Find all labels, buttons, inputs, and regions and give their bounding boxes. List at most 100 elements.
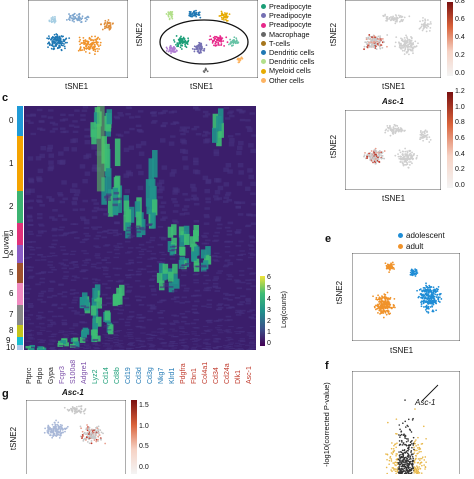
heatmap-cell	[162, 165, 168, 169]
legend-label: Preadipocyte	[269, 2, 312, 11]
cell-point	[426, 31, 428, 33]
heatmap-cell	[151, 332, 157, 333]
heatmap-cell	[217, 325, 223, 326]
cell-point	[422, 17, 424, 19]
heatmap-cell	[218, 307, 224, 309]
heatmap-cell	[140, 327, 146, 328]
gene-label: Klrd1	[169, 368, 176, 384]
heatmap-cell	[238, 304, 244, 306]
cell-point	[169, 18, 171, 20]
cell-point	[48, 35, 50, 37]
heatmap-cell	[82, 260, 88, 261]
heatmap-cell	[246, 288, 252, 290]
heatmap-cell	[172, 219, 178, 222]
gene-point	[401, 462, 403, 464]
gene-point	[403, 468, 405, 470]
colorbar	[447, 92, 453, 188]
cell-point	[51, 429, 53, 431]
heatmap-cell	[82, 239, 88, 241]
cell-point	[51, 40, 53, 42]
legend-item: adult	[398, 241, 445, 252]
heatmap-cell	[225, 241, 231, 243]
gene-point	[392, 467, 394, 469]
gene-point	[411, 450, 413, 452]
heatmap-cell	[158, 226, 164, 228]
axis-y-label: tSNE2	[9, 427, 18, 450]
heatmap-cell	[71, 302, 77, 304]
cell-point	[395, 14, 397, 16]
heatmap-cell	[235, 206, 241, 209]
cell-point	[420, 288, 422, 290]
heatmap-cell	[204, 214, 210, 217]
heatmap-cell	[73, 223, 79, 225]
heatmap-cell	[239, 270, 245, 272]
gene-point	[411, 443, 413, 445]
legend-swatch	[261, 69, 266, 74]
heatmap-cell	[94, 255, 100, 256]
cell-point	[217, 44, 219, 46]
heatmap-cell	[207, 322, 213, 324]
cell-point	[179, 42, 181, 44]
heatmap-cell	[63, 130, 69, 132]
cell-point	[414, 46, 416, 48]
cell-point	[425, 282, 427, 284]
heatmap-cell	[137, 314, 143, 316]
heatmap-cell	[41, 259, 47, 260]
heatmap-cell	[173, 336, 179, 337]
heatmap-cell	[48, 311, 54, 313]
cell-point	[82, 37, 84, 39]
gene-point	[401, 461, 403, 463]
gene-point	[411, 431, 413, 433]
gene-point	[409, 463, 411, 465]
heatmap-cell	[216, 272, 222, 274]
cell-point	[70, 15, 72, 17]
heatmap-cell	[95, 345, 101, 346]
cell-point	[203, 70, 205, 72]
gene-point	[405, 471, 407, 473]
gene-point	[413, 452, 415, 454]
legend-swatch	[398, 233, 403, 238]
heatmap-cell	[24, 298, 30, 300]
heatmap-cell	[85, 171, 91, 175]
cell-point	[48, 431, 50, 433]
cluster-number: 0	[9, 116, 13, 125]
heatmap-cell	[74, 266, 80, 268]
cell-point	[407, 152, 409, 154]
heatmap-cell	[194, 203, 200, 206]
heatmap-cell	[248, 257, 254, 258]
cell-point	[97, 429, 99, 431]
gene-point	[402, 455, 404, 457]
gene-point	[414, 462, 416, 464]
gene-point	[398, 467, 400, 469]
heatmap-cell	[92, 167, 98, 171]
cell-point	[384, 297, 386, 299]
heatmap-colorbar	[260, 276, 265, 346]
cell-point	[427, 301, 429, 303]
heatmap-cell	[125, 263, 131, 265]
cell-point	[384, 310, 386, 312]
heatmap-cell	[29, 179, 35, 183]
heatmap-cell	[193, 279, 199, 281]
cell-point	[90, 436, 92, 438]
heatmap-cell	[79, 347, 85, 348]
heatmap-cell	[51, 304, 57, 306]
cell-point	[420, 130, 422, 132]
cell-point	[172, 48, 174, 50]
colorbar-tick: 5	[267, 285, 271, 292]
heatmap-cell	[125, 113, 131, 115]
cell-point	[60, 428, 62, 430]
heatmap-cell	[114, 349, 120, 350]
cell-point	[419, 138, 421, 140]
heatmap-cell	[90, 349, 96, 350]
heatmap-cell	[184, 347, 190, 348]
heatmap-cell	[250, 272, 256, 274]
gene-point	[414, 470, 416, 472]
legend-label: Macrophage	[269, 30, 310, 39]
heatmap-cell	[194, 300, 200, 302]
cell-point	[429, 287, 431, 289]
gene-label: Cd3g	[147, 367, 154, 384]
heatmap-cell	[37, 334, 43, 335]
cell-point	[423, 298, 425, 300]
cell-point	[79, 43, 81, 45]
gene-point	[423, 426, 425, 428]
